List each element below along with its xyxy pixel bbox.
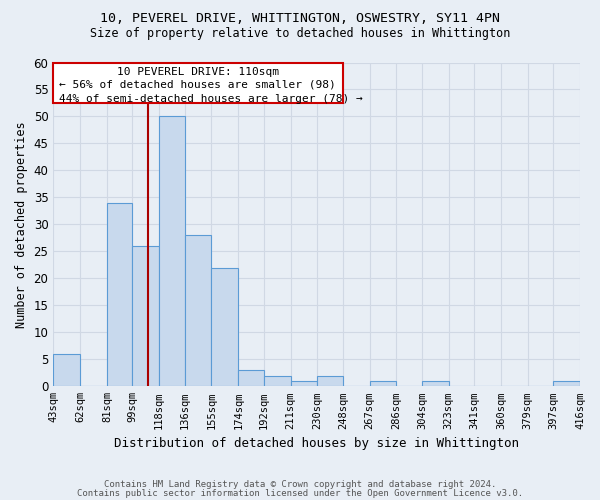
Text: 44% of semi-detached houses are larger (78) →: 44% of semi-detached houses are larger (…	[59, 94, 362, 104]
Text: Size of property relative to detached houses in Whittington: Size of property relative to detached ho…	[90, 28, 510, 40]
X-axis label: Distribution of detached houses by size in Whittington: Distribution of detached houses by size …	[114, 437, 519, 450]
Bar	[159, 116, 185, 386]
FancyBboxPatch shape	[53, 62, 343, 103]
Bar	[553, 381, 580, 386]
Bar	[317, 376, 343, 386]
Bar	[185, 235, 211, 386]
Text: ← 56% of detached houses are smaller (98): ← 56% of detached houses are smaller (98…	[59, 80, 335, 90]
Y-axis label: Number of detached properties: Number of detached properties	[15, 121, 28, 328]
Bar	[290, 381, 317, 386]
Bar	[238, 370, 263, 386]
Text: 10 PEVEREL DRIVE: 110sqm: 10 PEVEREL DRIVE: 110sqm	[117, 67, 279, 77]
Bar	[263, 376, 290, 386]
Bar	[211, 268, 238, 386]
Bar	[580, 381, 600, 386]
Bar	[422, 381, 449, 386]
Bar	[107, 203, 133, 386]
Bar	[133, 246, 159, 386]
Text: 10, PEVEREL DRIVE, WHITTINGTON, OSWESTRY, SY11 4PN: 10, PEVEREL DRIVE, WHITTINGTON, OSWESTRY…	[100, 12, 500, 26]
Bar	[370, 381, 397, 386]
Text: Contains HM Land Registry data © Crown copyright and database right 2024.: Contains HM Land Registry data © Crown c…	[104, 480, 496, 489]
Text: Contains public sector information licensed under the Open Government Licence v3: Contains public sector information licen…	[77, 490, 523, 498]
Bar	[53, 354, 80, 386]
